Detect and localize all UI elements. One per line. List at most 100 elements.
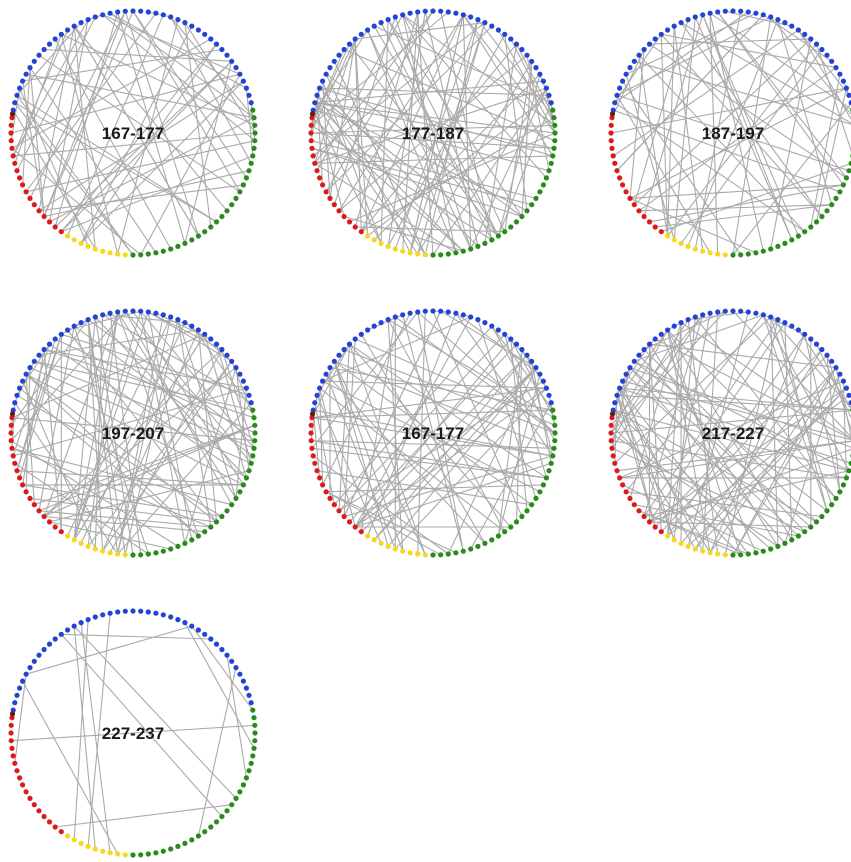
- network-node: [460, 312, 466, 318]
- network-node: [248, 760, 254, 766]
- network-edge: [709, 13, 719, 255]
- network-node: [138, 852, 144, 858]
- network-edge: [314, 155, 553, 164]
- network-edge: [673, 26, 704, 252]
- network-node: [160, 848, 166, 854]
- network-node: [829, 202, 835, 208]
- network-edge: [310, 124, 555, 134]
- network-edge: [215, 343, 252, 464]
- network-edge: [835, 367, 851, 438]
- edge-group: [10, 10, 256, 256]
- network-node: [508, 336, 514, 342]
- network-node: [646, 219, 653, 225]
- network-edge: [610, 314, 704, 426]
- network-edge: [349, 343, 517, 523]
- network-node: [240, 678, 246, 684]
- network-node: [219, 813, 225, 820]
- network-node: [745, 551, 751, 557]
- network-node: [317, 385, 323, 391]
- network-node: [309, 145, 315, 151]
- network-node: [627, 195, 633, 201]
- network-edge: [633, 360, 828, 512]
- network-edge: [614, 316, 772, 464]
- network-node: [671, 237, 677, 243]
- network-node: [848, 100, 851, 106]
- network-node: [145, 309, 151, 315]
- network-node: [475, 543, 481, 550]
- network-edge: [629, 49, 645, 199]
- network-edge: [314, 38, 356, 164]
- network-node: [802, 229, 808, 235]
- network-node: [323, 71, 329, 77]
- network-edge: [516, 43, 555, 118]
- network-node: [246, 168, 252, 174]
- network-node: [833, 365, 839, 371]
- network-edge: [725, 10, 792, 27]
- network-edge: [29, 67, 45, 217]
- panel-label: 167-177: [402, 424, 464, 443]
- network-node: [251, 415, 257, 421]
- network-node: [529, 502, 535, 508]
- network-node: [31, 658, 37, 664]
- network-edge: [611, 447, 805, 533]
- network-edge: [343, 215, 464, 252]
- network-node: [107, 10, 113, 16]
- network-edge: [312, 410, 321, 478]
- network-node: [460, 12, 466, 18]
- network-node: [846, 92, 851, 98]
- network-node: [848, 460, 851, 466]
- network-edge: [14, 674, 27, 764]
- network-node: [23, 189, 29, 195]
- network-node: [243, 85, 249, 91]
- edge-group: [310, 310, 556, 556]
- network-node: [251, 445, 257, 451]
- network-node: [341, 46, 347, 53]
- network-node: [153, 10, 159, 16]
- network-edge: [314, 80, 544, 104]
- network-edge: [762, 14, 833, 62]
- network-node: [92, 314, 98, 320]
- network-edge: [349, 343, 547, 479]
- network-node: [189, 537, 195, 543]
- network-edge: [338, 380, 544, 512]
- network-edge: [447, 367, 537, 555]
- network-edge: [16, 94, 217, 223]
- network-edge: [667, 333, 806, 537]
- network-edge: [694, 387, 847, 550]
- network-node: [808, 336, 814, 342]
- network-node: [641, 346, 647, 353]
- network-node: [85, 543, 91, 550]
- network-edge: [667, 26, 675, 237]
- network-node: [529, 202, 535, 208]
- network-edge: [333, 16, 396, 205]
- network-edge: [44, 48, 232, 62]
- network-node: [524, 52, 530, 58]
- network-node: [552, 438, 558, 444]
- network-edge: [470, 87, 547, 250]
- network-edge: [643, 470, 850, 518]
- network-node: [78, 840, 84, 847]
- network-edge: [11, 38, 212, 149]
- network-node: [237, 489, 243, 495]
- network-node: [543, 385, 550, 391]
- network-edge: [638, 338, 656, 356]
- network-node: [175, 17, 181, 23]
- network-node: [71, 237, 77, 243]
- ring-panel-7: 227-237: [8, 608, 258, 858]
- network-node: [208, 524, 214, 530]
- network-node: [36, 652, 42, 658]
- network-node: [145, 551, 151, 557]
- network-node: [224, 352, 230, 358]
- network-edge: [43, 424, 256, 518]
- network-edge: [16, 334, 62, 471]
- network-node: [27, 65, 33, 71]
- network-node: [27, 795, 33, 802]
- network-node: [837, 189, 843, 195]
- network-node: [608, 430, 614, 436]
- network-edge: [616, 95, 711, 254]
- network-node: [31, 502, 37, 508]
- network-node: [17, 475, 23, 481]
- network-edge: [629, 87, 847, 199]
- ring-panel-2: 177-187: [308, 8, 558, 258]
- network-edge: [314, 102, 555, 149]
